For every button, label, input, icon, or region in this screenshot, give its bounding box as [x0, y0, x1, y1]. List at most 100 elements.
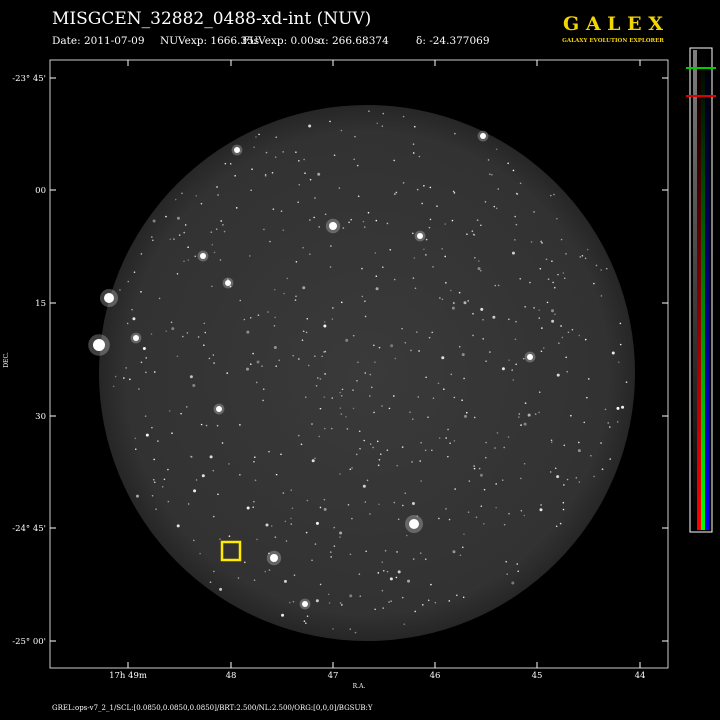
star: [541, 242, 543, 244]
star: [555, 525, 558, 528]
star: [138, 388, 140, 390]
star: [313, 216, 315, 219]
star: [559, 522, 562, 525]
star: [601, 468, 604, 470]
star: [378, 459, 381, 461]
star: [556, 217, 558, 220]
star: [341, 388, 344, 391]
star: [522, 357, 525, 360]
star: [305, 531, 308, 534]
star: [323, 498, 326, 501]
star: [430, 583, 432, 586]
star: [209, 581, 212, 583]
star: [604, 408, 607, 411]
x-tick-label: 45: [532, 671, 543, 681]
star: [291, 507, 294, 510]
star: [349, 594, 353, 598]
image-title: MISGCEN_32882_0488-xd-int (NUV): [52, 9, 371, 29]
star: [493, 205, 496, 208]
star: [586, 396, 588, 399]
star: [565, 356, 567, 359]
star: [527, 413, 531, 417]
star: [309, 253, 311, 255]
star: [217, 194, 219, 196]
star: [411, 501, 415, 505]
star: [449, 442, 451, 445]
star: [364, 315, 367, 318]
star: [183, 260, 185, 263]
star: [249, 255, 251, 257]
star: [271, 171, 274, 174]
star: [249, 316, 252, 319]
star: [364, 372, 367, 374]
star: [235, 207, 238, 209]
star: [503, 446, 505, 449]
star: [194, 255, 197, 258]
star: [422, 604, 424, 606]
star: [428, 336, 431, 339]
star: [444, 255, 447, 258]
star: [275, 473, 278, 476]
star: [553, 193, 555, 196]
star: [257, 314, 260, 316]
star: [321, 355, 323, 358]
star: [293, 574, 296, 577]
star: [560, 325, 562, 327]
star: [345, 338, 349, 342]
star: [319, 583, 322, 586]
star: [256, 538, 258, 541]
star: [495, 506, 497, 509]
star: [262, 399, 264, 402]
star: [300, 443, 303, 446]
star: [560, 238, 563, 241]
star: [282, 151, 284, 153]
star: [142, 346, 146, 350]
star: [374, 252, 377, 254]
star: [551, 260, 553, 263]
star: [351, 517, 353, 520]
star: [514, 215, 516, 218]
star: [386, 449, 389, 451]
star: [454, 488, 456, 490]
star: [234, 174, 236, 177]
star: [542, 347, 545, 349]
color-bar: [686, 47, 716, 533]
bright-star: [302, 601, 308, 607]
star: [562, 272, 565, 274]
star: [455, 594, 458, 597]
star: [123, 377, 125, 379]
star: [463, 301, 467, 305]
star: [448, 518, 451, 521]
star: [570, 414, 572, 417]
star: [140, 361, 143, 364]
star: [216, 424, 219, 427]
star: [317, 172, 321, 176]
star: [263, 228, 265, 231]
star: [352, 407, 355, 410]
star: [480, 269, 482, 272]
star: [450, 373, 453, 376]
star: [309, 178, 312, 181]
star: [571, 328, 574, 331]
star: [375, 219, 378, 222]
star: [421, 202, 423, 205]
star: [552, 281, 554, 284]
star: [402, 504, 404, 507]
star: [298, 358, 300, 360]
star: [381, 405, 383, 407]
star: [314, 457, 316, 460]
star: [452, 190, 455, 193]
bright-star: [200, 253, 206, 259]
star: [323, 321, 326, 323]
star: [339, 536, 341, 538]
star: [429, 186, 432, 189]
star: [412, 152, 415, 154]
star: [211, 285, 213, 288]
info-line: Date: 2011-07-09 NUVexp: 1666.35sFUVexp: …: [52, 35, 490, 47]
star: [311, 459, 315, 463]
star: [600, 295, 603, 297]
star: [333, 545, 336, 547]
star: [268, 569, 271, 571]
star: [575, 477, 578, 479]
x-tick-label: 46: [430, 671, 441, 681]
